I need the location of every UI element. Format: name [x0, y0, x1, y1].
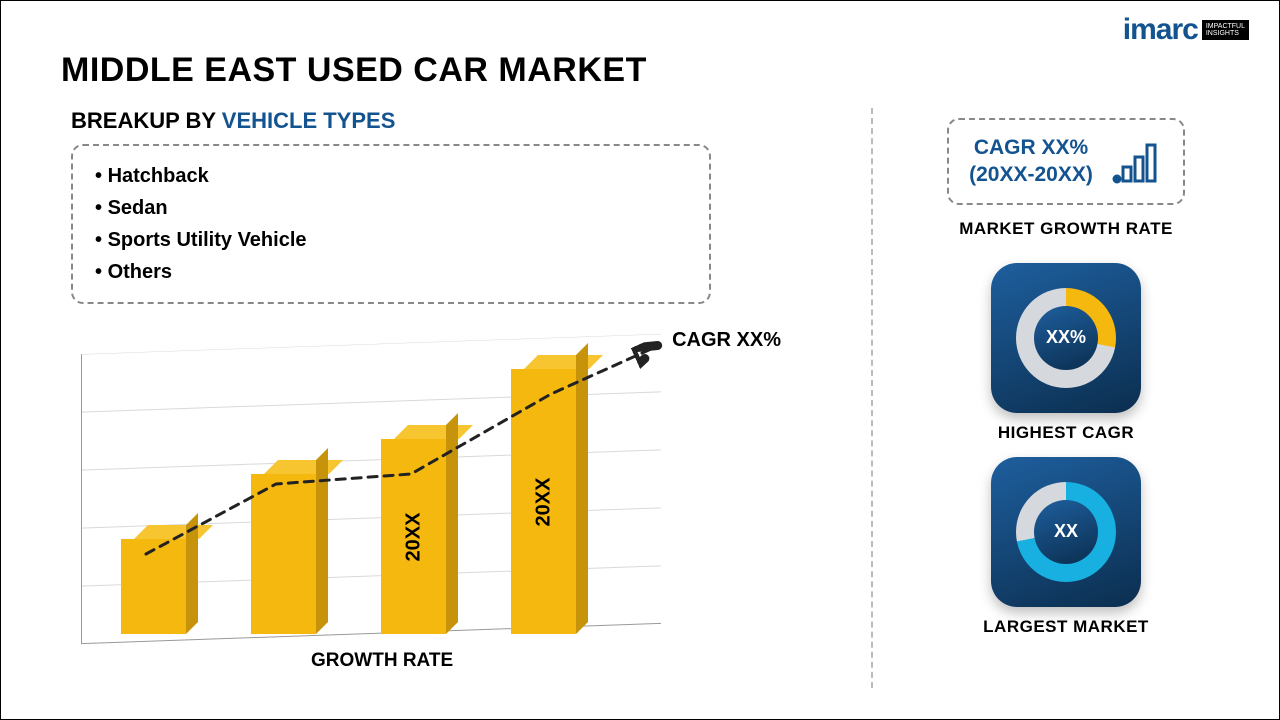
- vertical-divider: [871, 108, 873, 688]
- bar: 20XX: [381, 439, 446, 634]
- logo-tag: IMPACTFUL INSIGHTS: [1202, 20, 1249, 40]
- cagr-text: CAGR XX% (20XX-20XX): [969, 134, 1093, 189]
- page-title: MIDDLE EAST USED CAR MARKET: [61, 51, 1249, 90]
- bar-label: 20XX: [532, 477, 555, 526]
- main-layout: BREAKUP BY VEHICLE TYPES HatchbackSedanS…: [31, 108, 1249, 688]
- trend-label: CAGR XX%: [672, 329, 781, 352]
- infographic-frame: imarc IMPACTFUL INSIGHTS MIDDLE EAST USE…: [0, 0, 1280, 720]
- x-axis-label: GROWTH RATE: [311, 650, 453, 672]
- donut-value: XX: [1016, 482, 1116, 582]
- bar: [121, 539, 186, 634]
- metric-tile: XX: [991, 457, 1141, 607]
- breakup-box: HatchbackSedanSports Utility VehicleOthe…: [71, 144, 711, 304]
- donut-icon: XX: [1016, 482, 1116, 582]
- list-item: Hatchback: [95, 160, 687, 192]
- breakup-heading: BREAKUP BY VEHICLE TYPES: [71, 108, 831, 134]
- logo-text: imarc: [1123, 13, 1198, 47]
- bar-label: 20XX: [402, 512, 425, 561]
- brand-logo: imarc IMPACTFUL INSIGHTS: [1123, 13, 1249, 47]
- growth-chart: 20XX 20XX CAGR XX% GROWTH RATE: [71, 314, 791, 674]
- list-item: Sports Utility Vehicle: [95, 224, 687, 256]
- bar: [251, 474, 316, 634]
- tile-caption: LARGEST MARKET: [983, 617, 1149, 637]
- cagr-caption: MARKET GROWTH RATE: [959, 219, 1173, 239]
- right-panel: CAGR XX% (20XX-20XX) MARKET GROWTH RATE …: [903, 108, 1229, 688]
- tile-caption: HIGHEST CAGR: [998, 423, 1134, 443]
- metric-tile: XX%: [991, 263, 1141, 413]
- list-item: Sedan: [95, 192, 687, 224]
- bar: 20XX: [511, 369, 576, 634]
- donut-value: XX%: [1016, 288, 1116, 388]
- cagr-summary-box: CAGR XX% (20XX-20XX): [947, 118, 1185, 205]
- bar-chart-icon: [1111, 137, 1163, 185]
- left-panel: BREAKUP BY VEHICLE TYPES HatchbackSedanS…: [51, 108, 831, 688]
- donut-icon: XX%: [1016, 288, 1116, 388]
- list-item: Others: [95, 256, 687, 288]
- vehicle-type-list: HatchbackSedanSports Utility VehicleOthe…: [95, 160, 687, 288]
- metric-tiles: XX% HIGHEST CAGR XX LARGEST MARKET: [983, 263, 1149, 637]
